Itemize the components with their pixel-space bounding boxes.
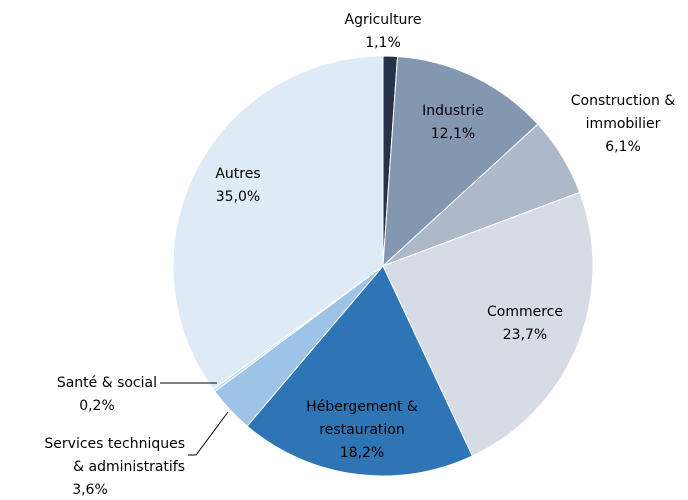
slice-label: Commerce — [487, 304, 563, 320]
label-line: restauration — [319, 422, 404, 438]
label-line: Commerce — [487, 304, 563, 320]
label-line: Industrie — [422, 103, 484, 119]
value-label: 23,7% — [503, 327, 547, 343]
label-line: Autres — [215, 166, 260, 182]
label-line: Santé & social — [57, 375, 157, 391]
label-line: Services techniques — [44, 436, 185, 452]
slice-label: Services techniques & administratifs — [44, 436, 185, 475]
value-label: 3,6% — [72, 482, 108, 498]
value-label: 6,1% — [605, 139, 641, 155]
pie-slice — [246, 265, 474, 477]
label-line: Hébergement & — [306, 399, 418, 415]
label-line: Construction & — [571, 93, 676, 109]
label-line: & administratifs — [73, 459, 185, 475]
pie-slice — [382, 191, 594, 457]
slice-label: Industrie — [422, 103, 484, 119]
value-label: 0,2% — [79, 398, 115, 414]
leader-line — [188, 411, 229, 456]
slice-label: Santé & social — [57, 375, 157, 391]
value-label: 12,1% — [431, 126, 475, 142]
pie-slice — [382, 55, 539, 268]
slice-label: Agriculture — [345, 12, 422, 28]
slice-label: Autres — [215, 166, 260, 182]
slice-label: Construction & immobilier — [571, 93, 676, 132]
value-label: 1,1% — [365, 35, 401, 51]
label-line: immobilier — [586, 116, 661, 132]
value-label: 18,2% — [340, 445, 384, 461]
label-line: Agriculture — [345, 12, 422, 28]
slice-label: Hébergement & restauration — [306, 399, 418, 438]
pie-slice — [172, 55, 384, 391]
slices — [172, 55, 594, 477]
value-label: 35,0% — [216, 189, 260, 205]
